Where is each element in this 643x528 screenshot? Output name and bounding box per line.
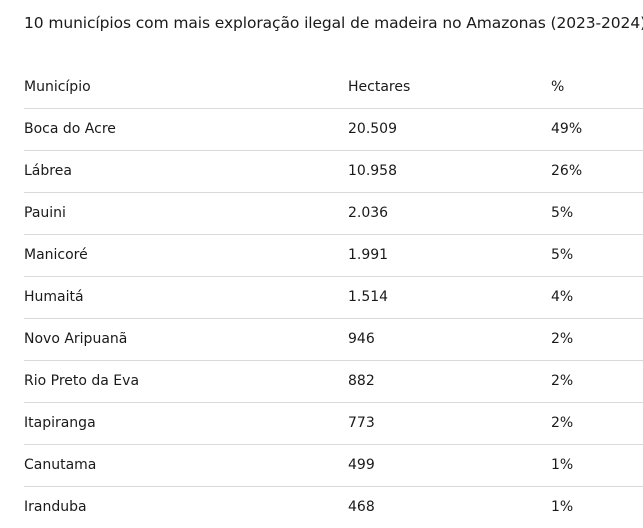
- cell-percent: 2%: [551, 415, 574, 431]
- table-row: Lábrea 10.958 26%: [24, 151, 643, 193]
- table-row: Pauini 2.036 5%: [24, 193, 643, 235]
- cell-municipio: Itapiranga: [24, 415, 96, 431]
- table-row: Iranduba 468 1%: [24, 487, 643, 528]
- column-header-percent: %: [551, 79, 565, 95]
- cell-percent: 2%: [551, 331, 574, 347]
- cell-hectares: 10.958: [348, 163, 397, 179]
- cell-hectares: 20.509: [348, 121, 397, 137]
- cell-percent: 4%: [551, 289, 574, 305]
- table-row: Rio Preto da Eva 882 2%: [24, 361, 643, 403]
- cell-percent: 5%: [551, 205, 574, 221]
- table-row: Itapiranga 773 2%: [24, 403, 643, 445]
- column-header-municipio: Município: [24, 79, 91, 95]
- table-row: Boca do Acre 20.509 49%: [24, 109, 643, 151]
- cell-percent: 1%: [551, 499, 574, 515]
- cell-hectares: 946: [348, 331, 375, 347]
- table-row: Canutama 499 1%: [24, 445, 643, 487]
- cell-hectares: 2.036: [348, 205, 389, 221]
- cell-hectares: 773: [348, 415, 375, 431]
- table-row: Manicoré 1.991 5%: [24, 235, 643, 277]
- cell-hectares: 499: [348, 457, 375, 473]
- cell-percent: 26%: [551, 163, 583, 179]
- table-row: Humaitá 1.514 4%: [24, 277, 643, 319]
- data-table: Município Hectares % Boca do Acre 20.509…: [24, 67, 643, 528]
- cell-percent: 2%: [551, 373, 574, 389]
- cell-percent: 5%: [551, 247, 574, 263]
- cell-municipio: Rio Preto da Eva: [24, 373, 140, 389]
- cell-municipio: Lábrea: [24, 163, 72, 179]
- table-header-row: Município Hectares %: [24, 67, 643, 109]
- column-header-hectares: Hectares: [348, 79, 411, 95]
- cell-hectares: 468: [348, 499, 375, 515]
- table-row: Novo Aripuanã 946 2%: [24, 319, 643, 361]
- cell-percent: 49%: [551, 121, 583, 137]
- cell-municipio: Humaitá: [24, 289, 84, 305]
- cell-municipio: Novo Aripuanã: [24, 331, 128, 347]
- cell-municipio: Boca do Acre: [24, 121, 116, 137]
- cell-municipio: Canutama: [24, 457, 97, 473]
- cell-municipio: Pauini: [24, 205, 66, 221]
- table-title: 10 municípios com mais exploração ilegal…: [24, 14, 643, 32]
- cell-hectares: 1.514: [348, 289, 389, 305]
- cell-hectares: 1.991: [348, 247, 389, 263]
- cell-municipio: Iranduba: [24, 499, 87, 515]
- cell-municipio: Manicoré: [24, 247, 88, 263]
- cell-hectares: 882: [348, 373, 375, 389]
- cell-percent: 1%: [551, 457, 574, 473]
